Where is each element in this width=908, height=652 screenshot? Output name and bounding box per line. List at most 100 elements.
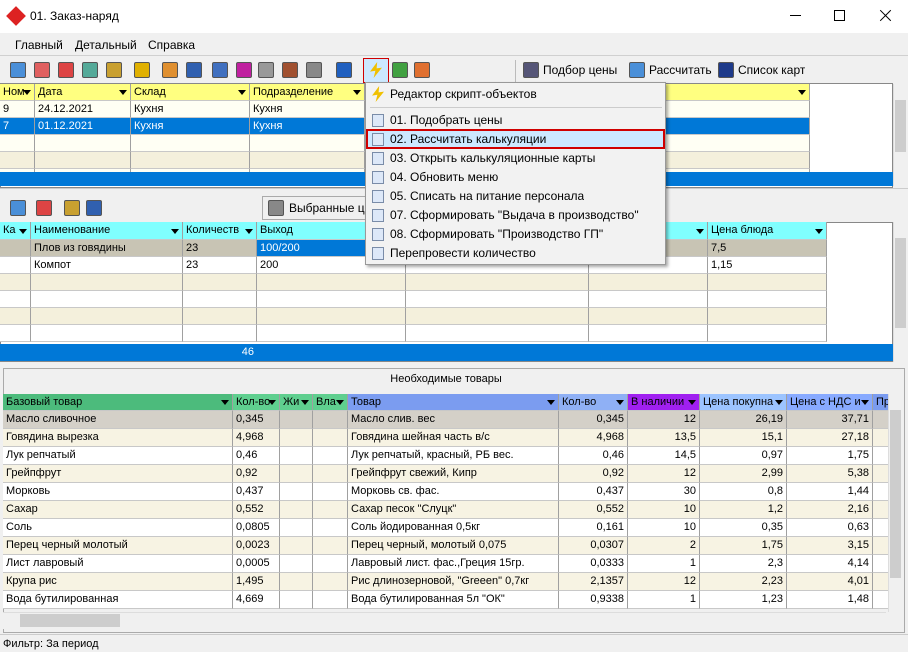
- menu-item[interactable]: 02. Рассчитать калькуляции: [390, 132, 547, 146]
- toolbar-icon[interactable]: [186, 62, 202, 78]
- column-header[interactable]: Цена покупна: [700, 394, 787, 411]
- menu-header[interactable]: Редактор скрипт-объектов: [390, 87, 537, 101]
- cell: [313, 555, 348, 573]
- column-header[interactable]: Ном: [0, 84, 35, 101]
- toolbar-icon[interactable]: [212, 62, 228, 78]
- cell: Кухня: [250, 118, 365, 135]
- column-header[interactable]: В наличии: [628, 394, 700, 411]
- column-header[interactable]: Количеств: [183, 222, 257, 240]
- toolbar-icon[interactable]: [82, 62, 98, 78]
- cell: [280, 591, 313, 609]
- menu-item[interactable]: 08. Сформировать "Производство ГП": [390, 227, 604, 241]
- column-header[interactable]: Кол-во: [559, 394, 628, 411]
- toolbar-icon[interactable]: [34, 62, 50, 78]
- cell: 0,97: [700, 447, 787, 465]
- cell: 1,495: [233, 573, 280, 591]
- dishes-total: 46: [241, 346, 254, 358]
- menu-item[interactable]: 01. Подобрать цены: [390, 113, 503, 127]
- menu-item[interactable]: Главный: [15, 38, 63, 52]
- toolbar-icon[interactable]: [10, 200, 26, 216]
- menu-item[interactable]: Детальный: [75, 38, 137, 52]
- column-header[interactable]: Базовый товар: [3, 394, 233, 411]
- toolbar-icon[interactable]: [64, 200, 80, 216]
- dropdown-arrow: [336, 400, 344, 405]
- toolbar-icon[interactable]: [336, 62, 352, 78]
- column-header[interactable]: Кол-во: [233, 394, 280, 411]
- column-header[interactable]: Склад: [131, 84, 250, 101]
- cell: [250, 135, 365, 152]
- cell: 0,92: [559, 465, 628, 483]
- cell: 13,5: [628, 429, 700, 447]
- cell: [257, 291, 406, 308]
- toolbar-icon[interactable]: [10, 62, 26, 78]
- cell: [31, 308, 183, 325]
- menu-item[interactable]: 04. Обновить меню: [390, 170, 499, 184]
- column-header[interactable]: Товар: [348, 394, 559, 411]
- cell: [406, 274, 589, 291]
- cell: [280, 555, 313, 573]
- toolbar-icon[interactable]: [162, 62, 178, 78]
- cell: [873, 429, 889, 447]
- toolbar-icon[interactable]: [392, 62, 408, 78]
- highlighted-button[interactable]: [363, 58, 389, 83]
- menu-item[interactable]: Справка: [148, 38, 196, 52]
- cell: [873, 465, 889, 483]
- cell: 4,669: [233, 591, 280, 609]
- cell: 37,71: [787, 411, 873, 429]
- cell: Лук репчатый, красный, РБ вес.: [348, 447, 559, 465]
- column-header[interactable]: Дата: [35, 84, 131, 101]
- toolbar-icon[interactable]: [718, 62, 734, 78]
- cell: 24.12.2021: [35, 101, 131, 118]
- cell: [313, 483, 348, 501]
- toolbar-button[interactable]: Подбор цены: [543, 63, 618, 77]
- toolbar-icon[interactable]: [629, 62, 645, 78]
- toolbar-icon[interactable]: [134, 62, 150, 78]
- menu-item[interactable]: 05. Списать на питание персонала: [390, 189, 585, 203]
- item-icon: [372, 152, 384, 165]
- column-header[interactable]: Подразделение: [250, 84, 365, 101]
- cell: Грейпфрут свежий, Кипр: [348, 465, 559, 483]
- cell: Масло слив. вес: [348, 411, 559, 429]
- maximize-button[interactable]: [834, 10, 845, 21]
- toolbar-icon[interactable]: [58, 62, 74, 78]
- toolbar-icon[interactable]: [523, 62, 539, 78]
- minimize-button[interactable]: [790, 15, 801, 16]
- cell: Вода бутилированная 5л "ОК": [348, 591, 559, 609]
- cell: Кухня: [131, 101, 250, 118]
- cell: [313, 573, 348, 591]
- toolbar-icon[interactable]: [236, 62, 252, 78]
- dropdown-menu[interactable]: [365, 82, 666, 265]
- cell: [313, 537, 348, 555]
- tab-label[interactable]: Выбранные ц: [289, 201, 365, 215]
- column-header[interactable]: Жи: [280, 394, 313, 411]
- column-header[interactable]: Вла: [313, 394, 348, 411]
- column-header[interactable]: Ка: [0, 222, 31, 240]
- toolbar-icon[interactable]: [106, 62, 122, 78]
- scroll-thumb: [890, 410, 901, 578]
- toolbar-icon[interactable]: [36, 200, 52, 216]
- dropdown-arrow: [616, 400, 624, 405]
- toolbar-button[interactable]: Рассчитать: [649, 63, 712, 77]
- toolbar-icon[interactable]: [414, 62, 430, 78]
- cell: Лист лавровый: [3, 555, 233, 573]
- cell: Кухня: [250, 101, 365, 118]
- column-header[interactable]: Наименование: [31, 222, 183, 240]
- cell: 1,23: [700, 591, 787, 609]
- toolbar-icon[interactable]: [268, 200, 284, 216]
- cell: [708, 274, 827, 291]
- menu-item[interactable]: 07. Сформировать "Выдача в производство": [390, 208, 639, 222]
- menu-item[interactable]: Перепровести количество: [390, 246, 536, 260]
- column-header[interactable]: Пр: [873, 394, 889, 411]
- cell: [31, 291, 183, 308]
- column-header[interactable]: Цена с НДС и: [787, 394, 873, 411]
- toolbar-icon[interactable]: [306, 62, 322, 78]
- dropdown-arrow: [861, 400, 869, 405]
- toolbar-icon[interactable]: [282, 62, 298, 78]
- toolbar-icon[interactable]: [86, 200, 102, 216]
- cell: Говядина вырезка: [3, 429, 233, 447]
- cell: 0,63: [787, 519, 873, 537]
- column-header[interactable]: Цена блюда: [708, 222, 827, 240]
- toolbar-icon[interactable]: [258, 62, 274, 78]
- menu-item[interactable]: 03. Открыть калькуляционные карты: [390, 151, 596, 165]
- toolbar-button[interactable]: Список карт: [738, 63, 806, 77]
